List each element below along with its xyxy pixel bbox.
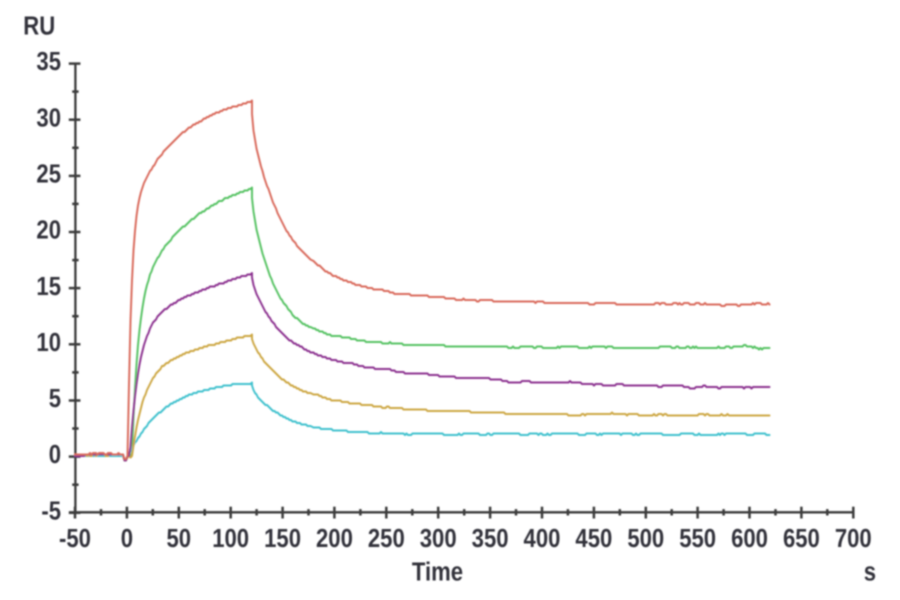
svg-text:-5: -5 (41, 497, 61, 526)
svg-text:25: 25 (36, 160, 61, 189)
svg-text:100: 100 (212, 524, 249, 553)
svg-text:200: 200 (316, 524, 353, 553)
svg-text:0: 0 (121, 524, 133, 553)
svg-text:350: 350 (472, 524, 509, 553)
svg-text:300: 300 (420, 524, 457, 553)
svg-text:0: 0 (49, 441, 61, 470)
svg-text:650: 650 (783, 524, 820, 553)
svg-text:-50: -50 (59, 524, 91, 553)
svg-text:5: 5 (49, 384, 61, 413)
svg-text:30: 30 (36, 104, 61, 133)
svg-text:RU: RU (23, 12, 55, 41)
svg-text:400: 400 (524, 524, 561, 553)
svg-text:450: 450 (575, 524, 612, 553)
svg-text:Time: Time (412, 558, 463, 587)
svg-text:550: 550 (679, 524, 716, 553)
svg-text:700: 700 (835, 524, 872, 553)
svg-text:35: 35 (36, 48, 61, 77)
svg-text:500: 500 (627, 524, 664, 553)
svg-text:20: 20 (36, 216, 61, 245)
svg-text:250: 250 (368, 524, 405, 553)
svg-text:150: 150 (264, 524, 301, 553)
svg-text:600: 600 (731, 524, 768, 553)
svg-text:10: 10 (36, 328, 61, 357)
svg-text:15: 15 (36, 272, 61, 301)
svg-text:s: s (864, 558, 876, 587)
svg-text:50: 50 (167, 524, 192, 553)
